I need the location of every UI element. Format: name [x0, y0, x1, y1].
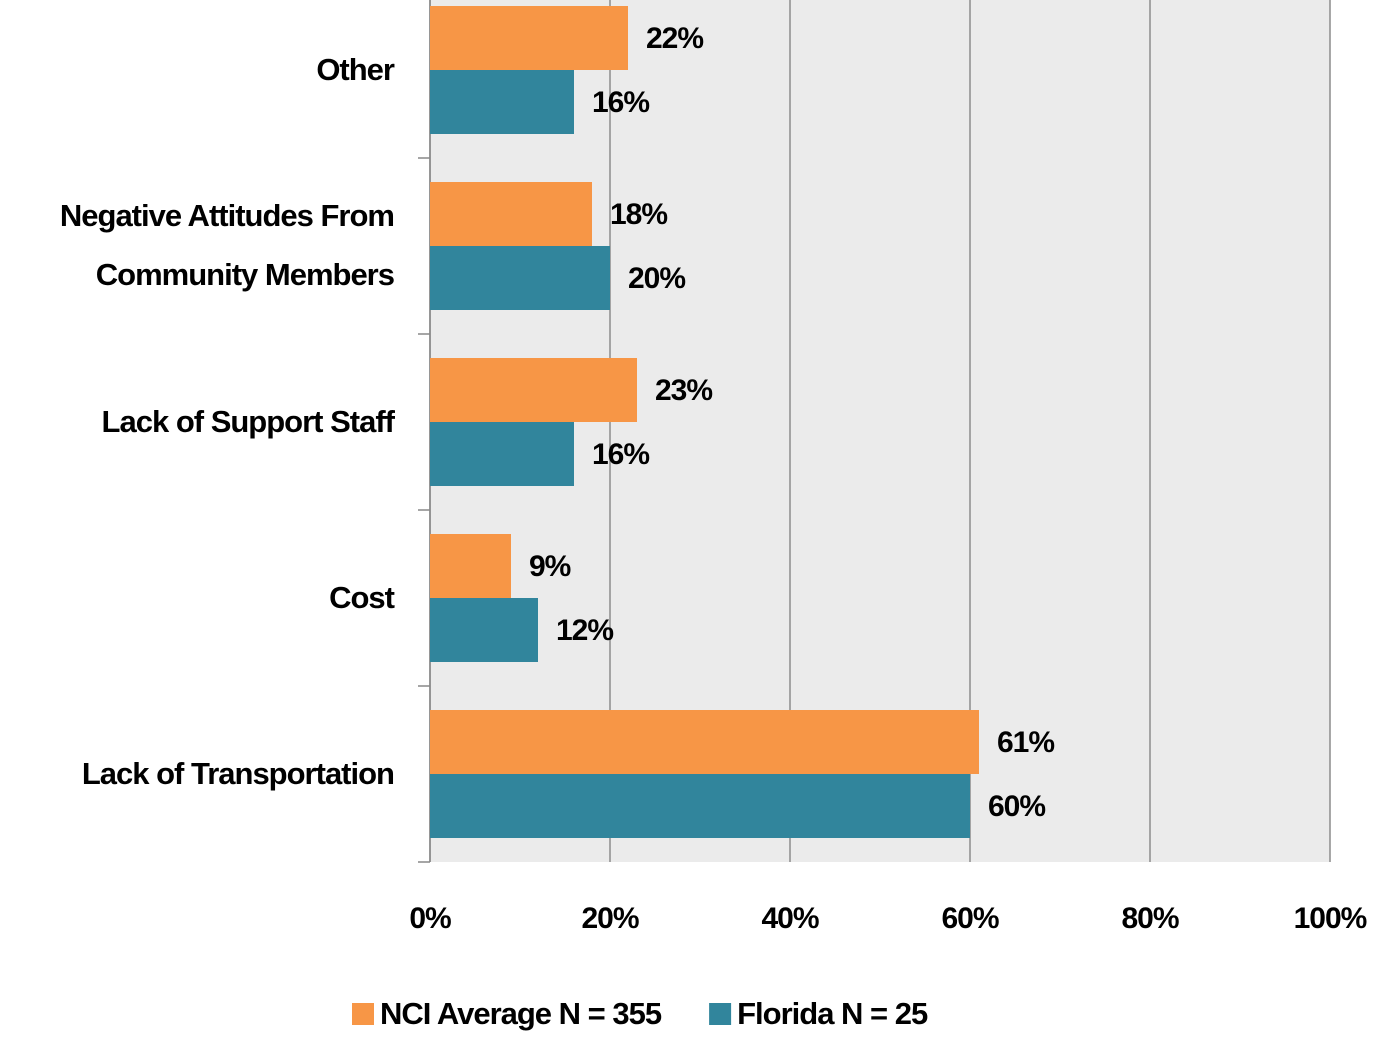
data-label: 12%: [556, 614, 613, 647]
bar: [430, 246, 610, 310]
bar: [430, 70, 574, 134]
data-label: 18%: [610, 198, 667, 231]
y-tick-label: Other: [316, 51, 395, 87]
bar: [430, 422, 574, 486]
legend-label: Florida N = 25: [737, 996, 928, 1031]
x-tick-label: 0%: [409, 902, 451, 935]
x-tick-label: 20%: [581, 902, 638, 935]
y-tick-label: Lack of Transportation: [81, 755, 395, 791]
legend-swatch: [709, 1003, 732, 1025]
data-label: 61%: [997, 726, 1054, 759]
bar: [430, 710, 979, 774]
x-tick-label: 40%: [761, 902, 818, 935]
data-label: 16%: [592, 86, 649, 119]
legend-label: NCI Average N = 355: [380, 996, 662, 1031]
data-label: 16%: [592, 438, 649, 471]
data-label: 20%: [628, 262, 685, 295]
legend-swatch: [352, 1003, 374, 1025]
data-label: 9%: [529, 550, 571, 583]
bar: [430, 598, 538, 662]
bar: [430, 182, 592, 246]
y-tick-label: Cost: [329, 579, 395, 615]
bar: [430, 774, 970, 838]
y-tick-label: Lack of Support Staff: [101, 403, 395, 439]
bar: [430, 358, 637, 422]
y-tick-label: Negative Attitudes From Community Member…: [59, 198, 395, 292]
x-tick-label: 60%: [941, 902, 998, 935]
data-label: 23%: [655, 374, 712, 407]
bar: [430, 534, 511, 598]
data-label: 60%: [988, 790, 1045, 823]
x-tick-label: 80%: [1121, 902, 1178, 935]
bar: [430, 6, 628, 70]
data-label: 22%: [646, 22, 703, 55]
x-tick-label: 100%: [1294, 902, 1367, 935]
